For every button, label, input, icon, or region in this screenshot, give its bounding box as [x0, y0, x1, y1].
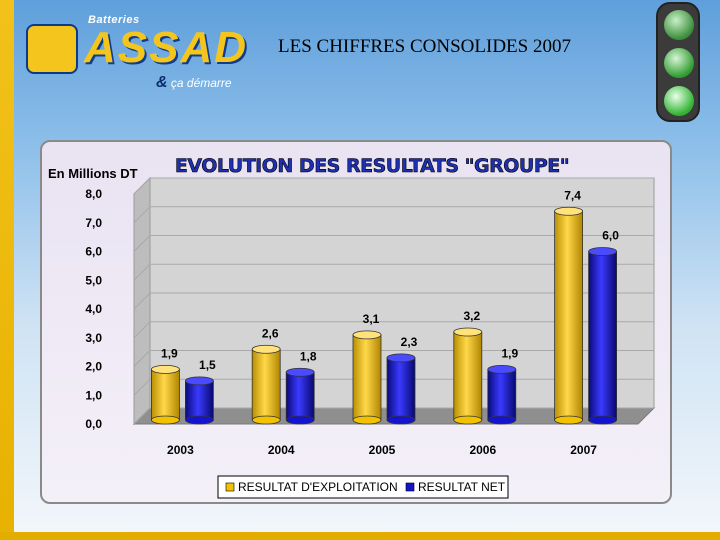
y-tick-label: 7,0 — [85, 216, 102, 230]
bar-top-net-2006 — [487, 364, 517, 374]
bar-base-exploitation-2004 — [251, 415, 281, 425]
data-label-exploitation-2004: 2,6 — [262, 326, 279, 340]
bar-exploitation-2007 — [554, 210, 583, 421]
traffic-lamp-top — [664, 10, 694, 40]
data-label-exploitation-2007: 7,4 — [564, 188, 581, 202]
logo-ampersand: & — [156, 74, 168, 91]
legend-box — [217, 475, 509, 499]
chart-title: EVOLUTION DES RESULTATS "GROUPE" — [175, 155, 569, 177]
brand-logo: Batteries ASSAD & ça démarre — [26, 12, 246, 92]
bar-net-2003 — [184, 380, 214, 421]
bar-base-net-2003 — [184, 415, 214, 425]
bar-exploitation-2003 — [151, 368, 180, 421]
bar-top-net-2004 — [285, 367, 315, 377]
gridline — [133, 378, 654, 396]
bar-base-net-2005 — [386, 415, 416, 425]
chart-panel: 0,0 1,0 2,0 3,0 4,0 5,0 6,0 7,0 8,0 En Millions D… — [40, 140, 672, 504]
bar-net-2004 — [285, 371, 315, 421]
gridline — [133, 321, 654, 339]
y-tick-label: 4,0 — [85, 302, 102, 316]
bar-exploitation-2004 — [251, 348, 281, 421]
bar-base-exploitation-2007 — [554, 415, 583, 425]
traffic-lamp-bottom — [664, 86, 694, 116]
bar-top-exploitation-2003 — [151, 364, 180, 374]
slide-title: LES CHIFFRES CONSOLIDES 2007 — [278, 36, 571, 57]
traffic-light-icon — [656, 2, 700, 122]
bar-base-exploitation-2003 — [151, 415, 180, 425]
data-label-net-2003: 1,5 — [199, 358, 216, 372]
data-label-net-2007: 6,0 — [602, 229, 619, 243]
bar-base-net-2004 — [285, 415, 315, 425]
logo-name: ASSAD — [84, 23, 249, 72]
traffic-lamp-middle — [664, 48, 694, 78]
bar-top-net-2003 — [184, 376, 214, 386]
legend-swatch-exploitation — [225, 482, 235, 492]
bar-base-net-2007 — [588, 415, 617, 425]
data-label-exploitation-2005: 3,1 — [363, 312, 380, 326]
bar-top-net-2005 — [386, 353, 416, 363]
bar-top-net-2007 — [588, 247, 617, 256]
legend-label-exploitation: RESULTAT D'EXPLOITATION — [238, 480, 398, 494]
gridline — [133, 177, 654, 195]
left-decor-stripe — [0, 0, 14, 540]
y-tick-label: 3,0 — [85, 331, 102, 345]
gridline — [133, 350, 654, 367]
gridline — [133, 407, 654, 425]
bar-net-2005 — [386, 357, 416, 421]
logo-small-text: Batteries — [88, 14, 140, 26]
bar-base-net-2006 — [487, 415, 517, 425]
gridline — [133, 292, 654, 310]
x-tick-label: 2005 — [369, 443, 396, 457]
bar-net-2007 — [588, 251, 617, 421]
legend-swatch-net — [405, 482, 415, 492]
data-label-net-2005: 2,3 — [401, 335, 418, 349]
logo-slogan: & ça démarre — [156, 74, 232, 92]
y-axis-unit-label: En Millions DT — [48, 166, 138, 181]
logo-slogan-text: ça démarre — [170, 76, 232, 90]
bar-exploitation-2006 — [453, 331, 483, 421]
x-tick-label: 2004 — [268, 443, 295, 457]
y-tick-label: 0,0 — [85, 417, 102, 431]
bar-base-exploitation-2006 — [453, 415, 483, 425]
x-tick-label: 2006 — [469, 443, 496, 457]
bar-net-2006 — [487, 368, 517, 421]
bar-base-exploitation-2005 — [352, 415, 382, 425]
data-label-exploitation-2006: 3,2 — [463, 309, 480, 323]
y-tick-label: 1,0 — [85, 388, 102, 402]
x-tick-label: 2007 — [570, 443, 597, 457]
data-label-net-2006: 1,9 — [501, 346, 518, 360]
results-bar-chart: 0,0 1,0 2,0 3,0 4,0 5,0 6,0 7,0 8,0 En Millions D… — [48, 155, 656, 499]
bar-top-exploitation-2005 — [352, 330, 382, 340]
x-tick-label: 2003 — [167, 443, 194, 457]
assad-logo-icon — [26, 24, 78, 74]
y-tick-label: 5,0 — [85, 273, 102, 287]
bottom-decor-stripe — [0, 532, 720, 540]
y-tick-label: 6,0 — [85, 245, 102, 259]
gridline — [133, 206, 654, 224]
bar-exploitation-2005 — [352, 334, 382, 421]
data-label-net-2004: 1,8 — [300, 349, 317, 363]
y-tick-label: 8,0 — [85, 187, 102, 201]
bar-top-exploitation-2004 — [251, 344, 281, 354]
y-tick-label: 2,0 — [85, 360, 102, 374]
gridline — [133, 235, 654, 252]
gridline — [133, 263, 654, 281]
legend-label-net: RESULTAT NET — [418, 480, 506, 494]
data-label-exploitation-2003: 1,9 — [161, 346, 178, 360]
bar-top-exploitation-2007 — [554, 206, 583, 216]
bar-top-exploitation-2006 — [453, 327, 483, 337]
